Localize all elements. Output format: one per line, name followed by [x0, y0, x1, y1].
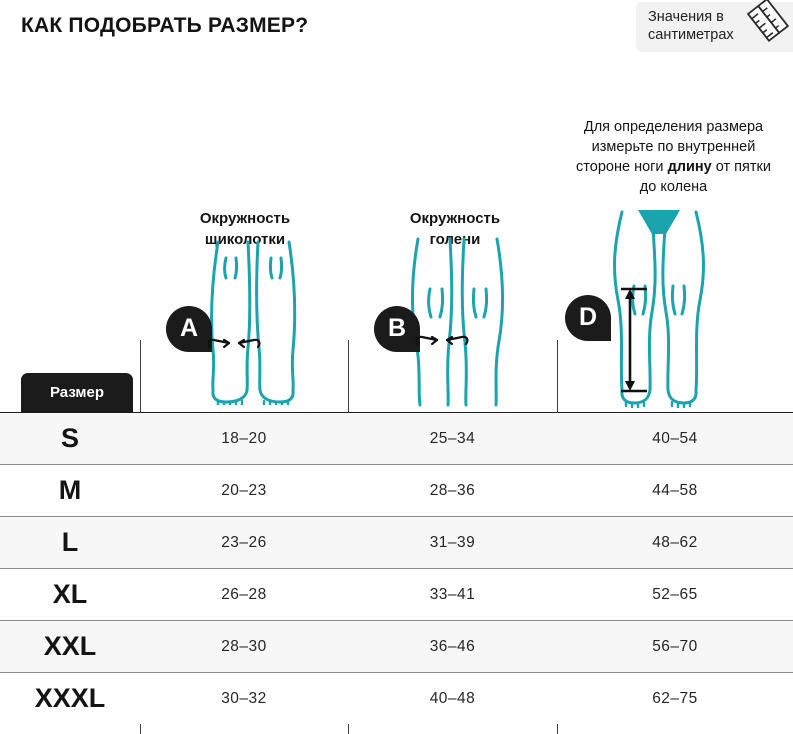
cell-ankle: 18–20 — [140, 413, 348, 465]
column-heading-calf-line1: Окружность — [409, 210, 501, 227]
cell-size: M — [0, 464, 140, 517]
illustration-area: Окружность щиколотки Окружность голени — [0, 100, 793, 413]
table-row: XXL 28–30 36–46 56–70 — [0, 620, 793, 673]
cell-length: 48–62 — [557, 516, 793, 569]
column-heading-length: Для определения размера измерьте по внут… — [566, 117, 781, 197]
calf-measure-arrow-icon — [415, 335, 469, 346]
table-row: L 23–26 31–39 48–62 — [0, 516, 793, 569]
cell-calf: 36–46 — [348, 620, 557, 673]
column-heading-ankle-line2: щиколотки — [204, 231, 286, 248]
units-badge: Значения в сантиметрах — [636, 0, 793, 52]
length-measure-arrow-icon — [621, 287, 647, 393]
column-heading-length-part1: Для определения размера измерьте по внут… — [576, 119, 764, 175]
cell-size: XXXL — [0, 672, 140, 724]
cell-calf: 33–41 — [348, 568, 557, 621]
cell-calf: 31–39 — [348, 516, 557, 569]
legs-length-illustration — [613, 210, 705, 408]
column-heading-calf: Окружность голени — [360, 208, 550, 250]
cell-length: 62–75 — [557, 672, 793, 724]
marker-b: B — [374, 306, 420, 352]
table-row: M 20–23 28–36 44–58 — [0, 464, 793, 517]
marker-d: D — [565, 295, 611, 341]
cell-ankle: 26–28 — [140, 568, 348, 621]
size-chart-body: S 18–20 25–34 40–54 M 20–23 28–36 44–58 … — [0, 413, 793, 724]
cell-length: 40–54 — [557, 413, 793, 465]
legs-calf-illustration — [410, 237, 505, 407]
ruler-icon — [746, 0, 789, 43]
cell-ankle: 23–26 — [140, 516, 348, 569]
column-heading-length-bold: длину — [667, 159, 712, 175]
marker-a: A — [166, 306, 212, 352]
cell-length: 56–70 — [557, 620, 793, 673]
cell-size: XL — [0, 568, 140, 621]
column-heading-ankle-line1: Окружность — [199, 210, 291, 227]
cell-ankle: 30–32 — [140, 672, 348, 724]
cell-calf: 28–36 — [348, 464, 557, 517]
table-row: S 18–20 25–34 40–54 — [0, 413, 793, 465]
table-row: XL 26–28 33–41 52–65 — [0, 568, 793, 621]
cell-calf: 40–48 — [348, 672, 557, 724]
cell-size: XXL — [0, 620, 140, 673]
cell-ankle: 28–30 — [140, 620, 348, 673]
cell-size: L — [0, 516, 140, 569]
page-title: КАК ПОДОБРАТЬ РАЗМЕР? — [21, 14, 309, 37]
cell-ankle: 20–23 — [140, 464, 348, 517]
legs-ankle-illustration — [210, 240, 297, 405]
cell-size: S — [0, 413, 140, 465]
size-chart-table: S 18–20 25–34 40–54 M 20–23 28–36 44–58 … — [0, 413, 793, 724]
cell-length: 44–58 — [557, 464, 793, 517]
column-heading-calf-line2: голени — [429, 231, 481, 248]
table-row: XXXL 30–32 40–48 62–75 — [0, 672, 793, 724]
column-heading-length-part2: от пятки до колена — [639, 159, 771, 195]
column-heading-ankle: Окружность щиколотки — [150, 208, 340, 250]
cell-length: 52–65 — [557, 568, 793, 621]
units-badge-label: Значения в сантиметрах — [648, 9, 734, 43]
table-top-rule — [0, 412, 793, 413]
cell-calf: 25–34 — [348, 413, 557, 465]
size-column-tab: Размер — [21, 373, 133, 414]
ankle-measure-arrow-icon — [207, 338, 261, 349]
